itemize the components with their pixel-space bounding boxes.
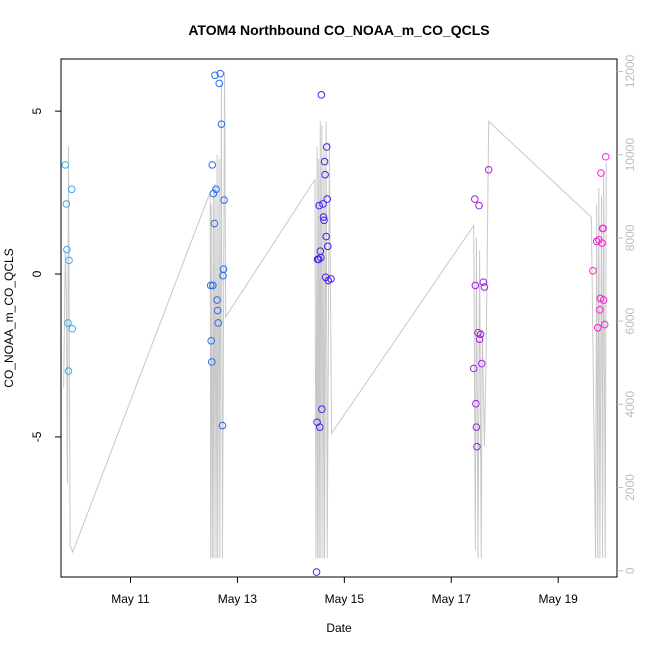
y2-tick-label: 0 [623, 567, 637, 574]
data-point [319, 213, 328, 221]
data-point [322, 232, 330, 241]
x-tick-label: May 17 [432, 592, 472, 606]
data-point [323, 242, 332, 251]
data-point [601, 152, 610, 161]
data-point [64, 319, 72, 327]
data-point [207, 337, 216, 345]
data-point [218, 421, 227, 430]
data-point [217, 120, 226, 128]
data-point [315, 201, 324, 210]
data-point [477, 359, 486, 368]
data-point [599, 224, 607, 233]
y2-tick-label: 8000 [623, 224, 637, 251]
y2-tick-label: 2000 [623, 474, 637, 501]
data-point [220, 196, 228, 204]
data-point [219, 265, 228, 273]
data-point [210, 219, 219, 228]
data-point [64, 367, 73, 375]
data-point [318, 405, 326, 414]
x-tick-label: May 15 [325, 592, 365, 606]
data-point [469, 364, 478, 373]
data-point [320, 216, 328, 225]
plot-frame [60, 58, 618, 578]
data-point [317, 253, 325, 262]
data-point [323, 195, 332, 203]
data-point [472, 423, 481, 431]
x-axis: May 11 May 13 May 15 May 17 May 19 [111, 577, 578, 606]
x-tick-label: May 13 [218, 592, 258, 606]
data-point [321, 170, 329, 179]
data-point [475, 201, 483, 210]
y-tick-label: 5 [30, 107, 44, 114]
data-point [209, 189, 218, 198]
data-point [599, 296, 608, 304]
data-point [470, 195, 479, 203]
data-point [484, 165, 493, 174]
data-point [314, 255, 323, 264]
data-point [61, 161, 70, 169]
data-point [215, 79, 224, 88]
data-point [213, 306, 222, 315]
data-point [475, 335, 484, 343]
data-point [211, 71, 219, 80]
data-point [593, 323, 602, 332]
data-point [473, 442, 481, 451]
data-point [62, 200, 71, 208]
data-point [322, 143, 331, 151]
data-point [592, 237, 601, 246]
data-point [600, 320, 609, 329]
data-point [319, 200, 327, 208]
data-point [327, 275, 335, 283]
data-point [472, 399, 480, 408]
data-point [67, 185, 76, 194]
y2-tick-label: 12000 [623, 54, 637, 88]
data-point [213, 296, 221, 304]
data-point [216, 69, 225, 78]
y2-tick-label: 4000 [623, 391, 637, 418]
data-point [320, 157, 329, 166]
data-point [479, 278, 488, 286]
data-point [214, 319, 222, 327]
data-point [471, 281, 480, 290]
data-point [212, 185, 220, 194]
y-tick-label: -5 [30, 431, 44, 442]
x-axis-label: Date [326, 621, 352, 635]
y-axis-left: -5 0 5 [30, 107, 61, 442]
data-point [207, 358, 216, 366]
data-point [312, 568, 321, 576]
data-point [317, 91, 326, 99]
chart-title: ATOM4 Northbound CO_NOAA_m_CO_QCLS [188, 22, 489, 38]
data-point [315, 423, 324, 431]
data-point [476, 330, 485, 339]
data-point [209, 281, 217, 290]
x-tick-label: May 19 [539, 592, 579, 606]
data-point [208, 161, 217, 169]
y2-tick-label: 10000 [623, 138, 637, 172]
data-point [589, 266, 597, 275]
y2-tick-label: 6000 [623, 307, 637, 334]
data-point [596, 306, 604, 314]
data-point [598, 239, 606, 247]
x-tick-label: May 11 [111, 592, 150, 606]
data-point [68, 324, 77, 333]
y-axis-right: 0 2000 4000 6000 8000 10000 12000 [617, 54, 637, 574]
y-tick-label: 0 [30, 270, 44, 277]
data-point [480, 283, 489, 291]
data-point [63, 245, 71, 254]
data-point [65, 256, 73, 265]
points-layer [61, 69, 610, 576]
data-point [206, 281, 215, 290]
y-axis-label: CO_NOAA_m_CO_QCLS [2, 248, 16, 387]
data-point [597, 169, 605, 177]
